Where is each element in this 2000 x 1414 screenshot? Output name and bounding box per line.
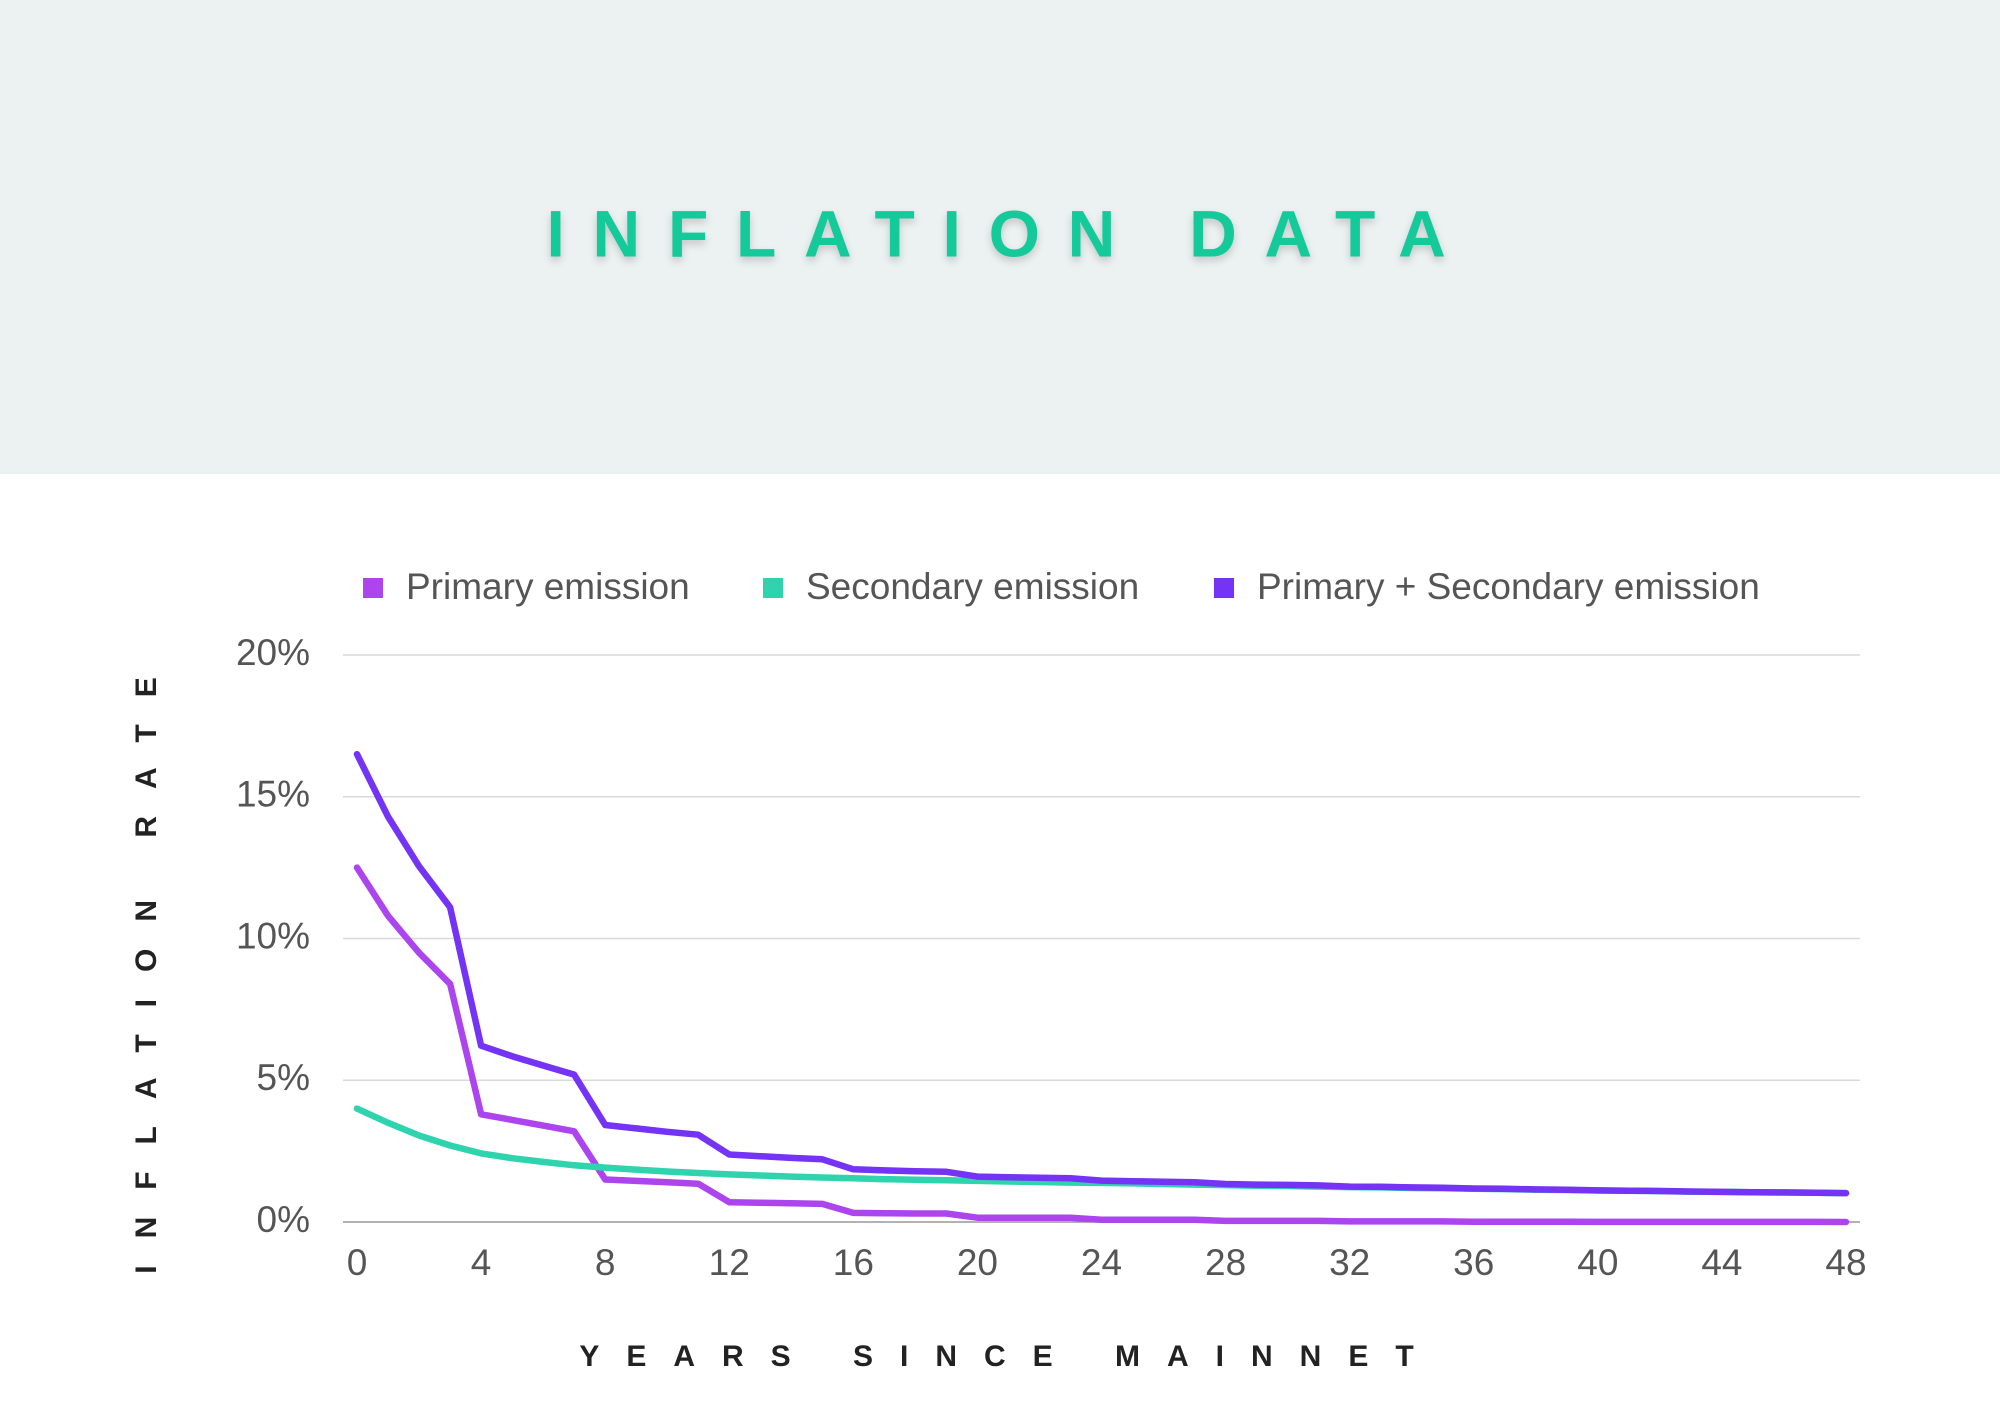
y-tick-label: 15% bbox=[236, 774, 310, 815]
x-tick-label: 28 bbox=[1205, 1242, 1246, 1283]
y-tick-label: 5% bbox=[257, 1057, 310, 1098]
legend-marker bbox=[363, 578, 383, 598]
y-axis-title: INFLATION RATE bbox=[130, 650, 163, 1274]
x-tick-label: 24 bbox=[1081, 1242, 1122, 1283]
series-line bbox=[353, 750, 1850, 1197]
legend-label: Primary emission bbox=[406, 566, 690, 607]
header-band bbox=[0, 0, 2000, 474]
series-line bbox=[353, 864, 1850, 1226]
x-tick-label: 20 bbox=[957, 1242, 998, 1283]
legend-label: Secondary emission bbox=[806, 566, 1139, 607]
x-tick-label: 44 bbox=[1701, 1242, 1742, 1283]
x-tick-label: 32 bbox=[1329, 1242, 1370, 1283]
y-tick-label: 20% bbox=[236, 632, 310, 673]
x-tick-label: 8 bbox=[595, 1242, 616, 1283]
x-tick-label: 0 bbox=[347, 1242, 368, 1283]
legend-marker bbox=[763, 578, 783, 598]
legend-marker bbox=[1214, 578, 1234, 598]
legend-label: Primary + Secondary emission bbox=[1257, 566, 1760, 607]
chart-title: INFLATION DATA bbox=[547, 196, 1474, 270]
x-axis-title: YEARS SINCE MAINNET bbox=[579, 1340, 1440, 1373]
y-tick-label: 0% bbox=[257, 1199, 310, 1240]
x-tick-label: 48 bbox=[1825, 1242, 1866, 1283]
x-tick-label: 40 bbox=[1577, 1242, 1618, 1283]
x-tick-label: 36 bbox=[1453, 1242, 1494, 1283]
y-tick-label: 10% bbox=[236, 915, 310, 956]
x-tick-label: 16 bbox=[833, 1242, 874, 1283]
x-tick-label: 12 bbox=[709, 1242, 750, 1283]
x-tick-label: 4 bbox=[471, 1242, 492, 1283]
